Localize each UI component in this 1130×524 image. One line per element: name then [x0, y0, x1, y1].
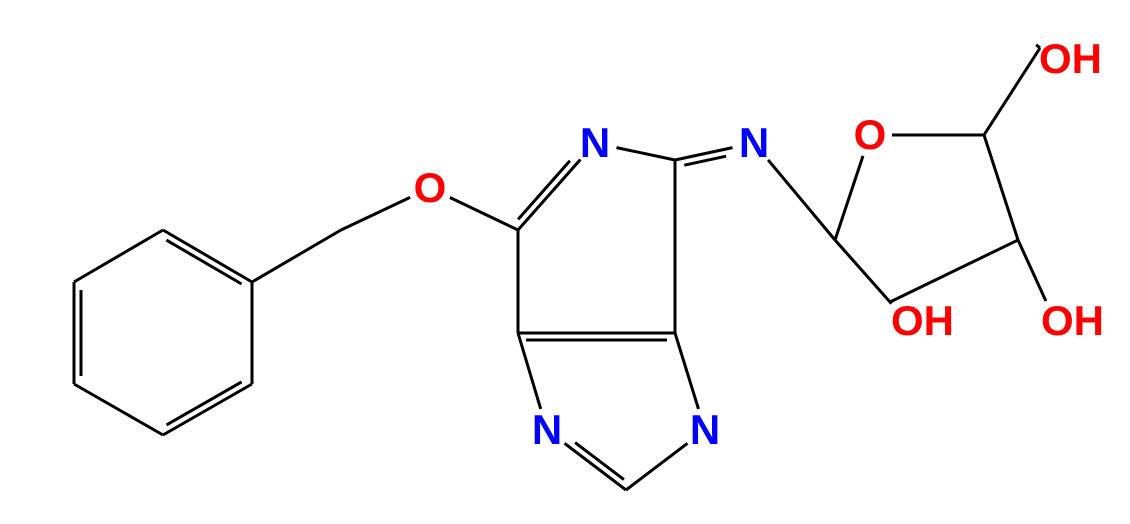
- n-atom-label: N: [580, 119, 610, 166]
- molecule-svg: O N N N N O OH OH OH: [0, 0, 1130, 524]
- n-atom-label: N: [690, 406, 720, 453]
- bond-line: [450, 198, 518, 231]
- bond-line: [890, 240, 1018, 302]
- bond-line: [167, 382, 242, 425]
- bond-line: [1018, 240, 1046, 301]
- bond-line: [626, 443, 688, 490]
- bond-line: [163, 384, 252, 435]
- o-atom-label: OH: [1041, 297, 1104, 344]
- bond-line: [565, 443, 627, 490]
- bond-line: [617, 148, 676, 160]
- n-atom-label: N: [532, 406, 562, 453]
- bond-line: [984, 135, 1018, 240]
- bond-line: [74, 384, 163, 435]
- bond-line: [518, 333, 541, 409]
- bond-line: [675, 333, 699, 409]
- bond-line: [835, 240, 890, 302]
- n-atom-label: N: [739, 119, 769, 166]
- o-atom-label: OH: [1039, 35, 1102, 82]
- bond-line: [166, 240, 241, 284]
- o-atom-label: OH: [891, 297, 954, 344]
- bond-line: [768, 160, 835, 240]
- chemical-structure-figure: O N N N N O OH OH OH: [0, 0, 1130, 524]
- bond-line: [163, 230, 252, 282]
- o-atom-label: O: [854, 111, 887, 158]
- bond-line: [575, 443, 624, 480]
- bond-line: [835, 156, 863, 240]
- bond-line: [74, 230, 163, 282]
- o-atom-label: O: [414, 164, 447, 211]
- bond-line: [252, 230, 341, 282]
- bond-line: [518, 161, 570, 220]
- bond-line: [341, 197, 410, 230]
- bond-line: [518, 160, 580, 231]
- bond-line: [984, 48, 1040, 135]
